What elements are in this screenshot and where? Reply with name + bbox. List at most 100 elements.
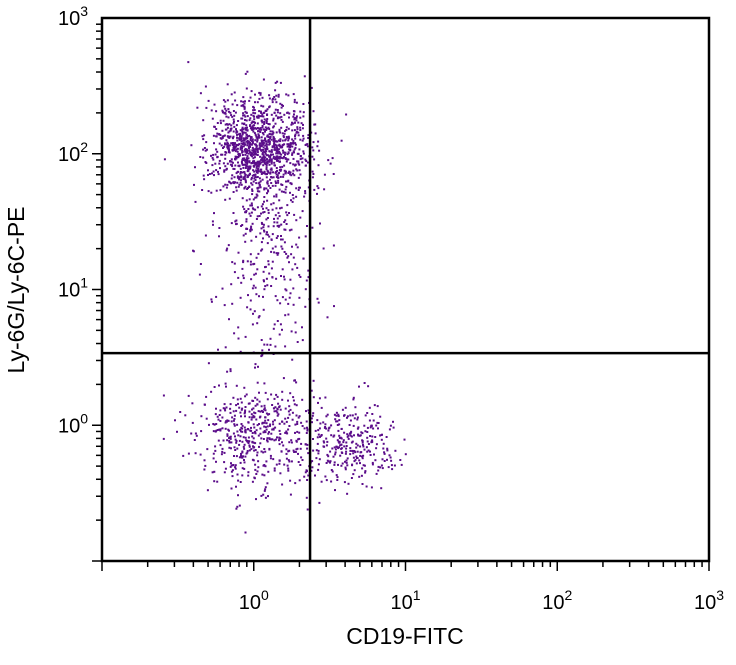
data-point: [206, 448, 209, 451]
data-point: [289, 191, 291, 194]
data-point: [269, 171, 272, 174]
data-point: [263, 188, 266, 191]
data-point: [252, 174, 255, 177]
data-point: [382, 447, 385, 450]
data-point: [332, 455, 335, 458]
data-point: [307, 134, 310, 137]
data-point: [224, 198, 227, 201]
data-point: [380, 434, 383, 436]
data-point: [243, 467, 246, 470]
data-point: [333, 413, 336, 416]
data-point: [343, 414, 345, 417]
data-point: [276, 299, 279, 302]
data-point: [258, 110, 261, 113]
data-point: [265, 233, 268, 236]
data-point: [366, 450, 369, 453]
data-point: [288, 460, 291, 463]
data-point: [262, 142, 265, 144]
data-point: [284, 288, 287, 291]
data-point: [260, 450, 263, 453]
data-point: [221, 109, 224, 112]
data-point: [253, 118, 256, 121]
data-point: [329, 461, 331, 464]
data-point: [242, 143, 244, 145]
data-point: [212, 457, 215, 460]
data-point: [220, 137, 223, 140]
data-point: [248, 161, 251, 164]
data-point: [286, 111, 289, 114]
data-point: [244, 115, 247, 118]
data-point: [251, 155, 254, 158]
data-point: [299, 155, 302, 158]
data-point: [336, 424, 339, 426]
data-point: [292, 287, 295, 290]
data-point: [236, 133, 238, 136]
data-point: [204, 234, 207, 237]
data-point: [223, 169, 226, 172]
data-point: [265, 164, 268, 166]
data-point: [244, 131, 247, 134]
data-point: [273, 143, 276, 146]
data-point: [276, 155, 279, 158]
data-point: [244, 406, 247, 408]
data-point: [233, 446, 236, 449]
data-point: [267, 211, 270, 214]
data-point: [232, 167, 235, 170]
data-point: [238, 439, 241, 442]
data-point: [251, 146, 254, 149]
data-point: [260, 339, 263, 341]
data-point: [238, 504, 241, 507]
data-point: [269, 172, 272, 175]
data-point: [230, 158, 233, 161]
data-point: [265, 143, 268, 146]
data-point: [240, 136, 243, 138]
data-point: [301, 459, 304, 461]
data-point: [216, 429, 219, 431]
data-point: [259, 127, 262, 130]
data-point: [271, 130, 274, 133]
data-point: [299, 129, 302, 131]
data-point: [285, 160, 288, 163]
data-point: [194, 200, 197, 203]
data-point: [205, 395, 208, 398]
data-point: [292, 256, 295, 259]
data-point: [239, 397, 242, 400]
data-point: [253, 160, 256, 163]
data-point: [257, 168, 260, 171]
data-point: [375, 447, 378, 450]
data-point: [284, 130, 286, 133]
data-point: [249, 227, 252, 230]
data-point: [232, 181, 235, 184]
data-point: [239, 132, 242, 135]
data-point: [326, 440, 329, 443]
data-point: [288, 148, 291, 151]
data-point: [242, 128, 245, 131]
data-point: [361, 439, 364, 442]
data-point: [266, 439, 268, 442]
data-point: [218, 235, 220, 238]
data-point: [275, 173, 278, 176]
data-point: [269, 457, 272, 460]
y-tick-label: 100: [58, 410, 88, 437]
data-point: [251, 190, 254, 192]
data-point: [297, 416, 300, 419]
y-tick-label: 102: [58, 139, 88, 166]
data-point: [215, 189, 218, 192]
data-point: [268, 413, 271, 416]
data-point: [187, 61, 190, 64]
data-point: [306, 225, 308, 227]
data-point: [254, 152, 257, 155]
data-point: [268, 133, 271, 135]
data-point: [249, 214, 252, 217]
data-point: [285, 170, 287, 173]
data-point: [265, 154, 268, 157]
data-point: [266, 217, 269, 219]
data-point: [376, 421, 379, 424]
data-point: [179, 411, 182, 413]
data-point: [233, 423, 236, 426]
data-point: [228, 123, 231, 126]
data-point: [254, 363, 257, 366]
data-point: [317, 164, 320, 167]
data-point: [259, 442, 262, 445]
data-point: [285, 430, 288, 433]
